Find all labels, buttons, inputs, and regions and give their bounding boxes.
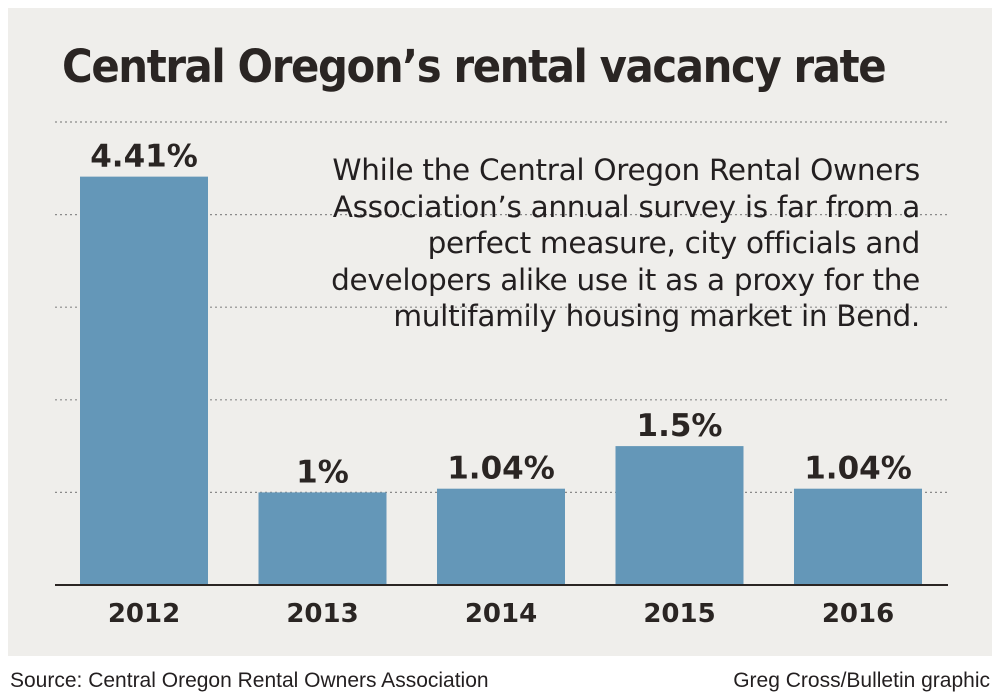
x-tick-label: 2015 [643,599,715,629]
source-note: Source: Central Oregon Rental Owners Ass… [10,669,489,692]
data-label: 1.5% [637,408,723,444]
x-tick-label: 2012 [108,599,180,629]
bar [437,488,565,585]
data-label: 1% [296,454,349,490]
x-tick-label: 2016 [822,599,894,629]
data-label: 1.04% [804,451,912,487]
chart-title: Central Oregon’s rental vacancy rate [62,40,887,93]
x-tick-label: 2014 [465,599,537,629]
bar [258,492,387,585]
graphic-credit: Greg Cross/Bulletin graphic [733,669,990,692]
x-tick-label: 2013 [286,599,358,629]
bar [615,446,744,585]
data-label: 4.41% [90,139,198,175]
chart-annotation: While the Central Oregon Rental Owners A… [331,153,920,333]
bar [80,176,208,585]
bar [794,488,922,585]
data-label: 1.04% [447,451,555,487]
